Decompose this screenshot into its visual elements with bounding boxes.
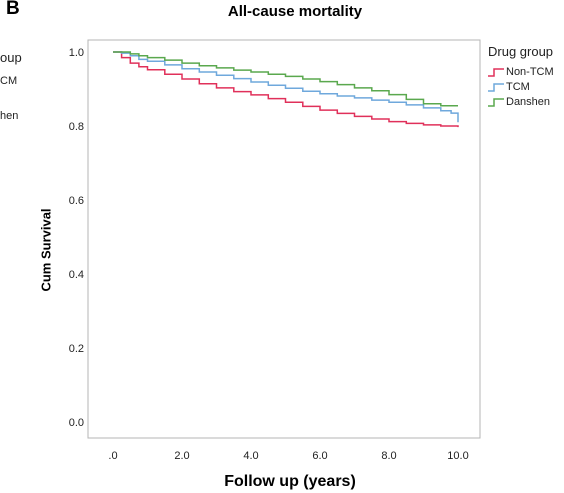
legend-label-non-tcm: Non-TCM	[506, 65, 554, 78]
legend-item-non-tcm: Non-TCM	[488, 64, 564, 79]
legend-item-tcm: TCM	[488, 79, 564, 94]
y-tick-label: 1.0	[69, 47, 84, 59]
y-axis-label: Cum Survival	[38, 208, 54, 292]
left-panel-fragment: CM	[0, 75, 18, 87]
y-tick-label: 0.6	[69, 195, 84, 207]
x-axis-label: Follow up (years)	[224, 473, 356, 490]
y-tick-label: 0.0	[69, 417, 84, 429]
y-tick-label: 0.4	[69, 269, 84, 281]
x-tick-label: 10.0	[447, 450, 468, 462]
series-line-non-tcm	[113, 51, 459, 128]
legend-swatch-non-tcm	[488, 67, 504, 77]
x-axis: .0 2.0 4.0 6.0 8.0 10.0	[108, 450, 468, 462]
y-axis: 0.0 0.2 0.4 0.6 0.8 1.0	[69, 47, 84, 429]
legend-swatch-tcm	[488, 82, 504, 92]
legend-title: Drug group	[488, 44, 554, 59]
legend: Drug group Non-TCM TCM Danshen	[488, 44, 564, 109]
y-tick-label: 0.2	[69, 343, 84, 355]
legend-label-danshen: Danshen	[506, 95, 551, 108]
x-tick-label: 8.0	[381, 450, 396, 462]
y-axis-label-wrap: Cum Survival	[38, 160, 54, 340]
panel-letter: B	[6, 0, 20, 19]
series-line-danshen	[113, 51, 458, 107]
series-line-tcm	[113, 51, 459, 123]
series-lines	[113, 51, 459, 128]
x-tick-label: 2.0	[174, 450, 189, 462]
legend-item-danshen: Danshen	[488, 94, 564, 109]
plot-frame	[87, 39, 481, 439]
legend-swatch-danshen	[488, 97, 504, 107]
chart-title: All-cause mortality	[227, 3, 363, 20]
y-tick-label: 0.8	[69, 121, 84, 133]
left-panel-fragment: hen	[0, 110, 19, 122]
legend-label-tcm: TCM	[506, 80, 530, 93]
x-tick-label: 4.0	[243, 450, 258, 462]
x-tick-label: .0	[108, 450, 117, 462]
left-panel-fragment: oup	[0, 50, 22, 65]
x-tick-label: 6.0	[312, 450, 327, 462]
